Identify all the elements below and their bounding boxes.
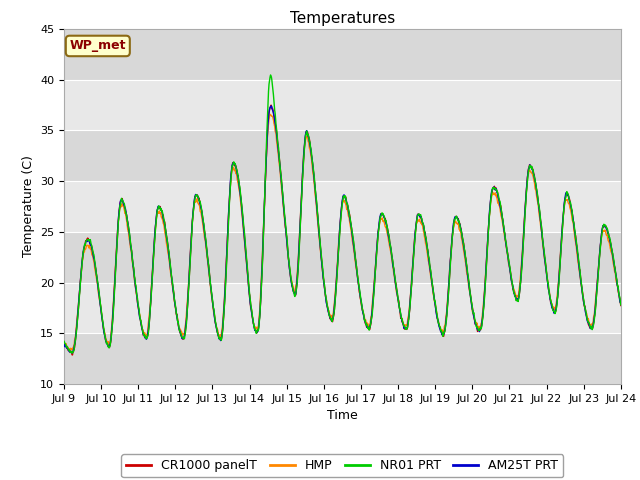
Legend: CR1000 panelT, HMP, NR01 PRT, AM25T PRT: CR1000 panelT, HMP, NR01 PRT, AM25T PRT [122,454,563,477]
Bar [64,333,621,384]
Text: WP_met: WP_met [70,39,126,52]
Bar [64,283,621,333]
Title: Temperatures: Temperatures [290,11,395,26]
Bar [64,80,621,130]
Y-axis label: Temperature (C): Temperature (C) [22,156,35,257]
Bar [64,29,621,80]
Bar [64,181,621,232]
Bar [64,130,621,181]
X-axis label: Time: Time [327,409,358,422]
Bar [64,232,621,283]
